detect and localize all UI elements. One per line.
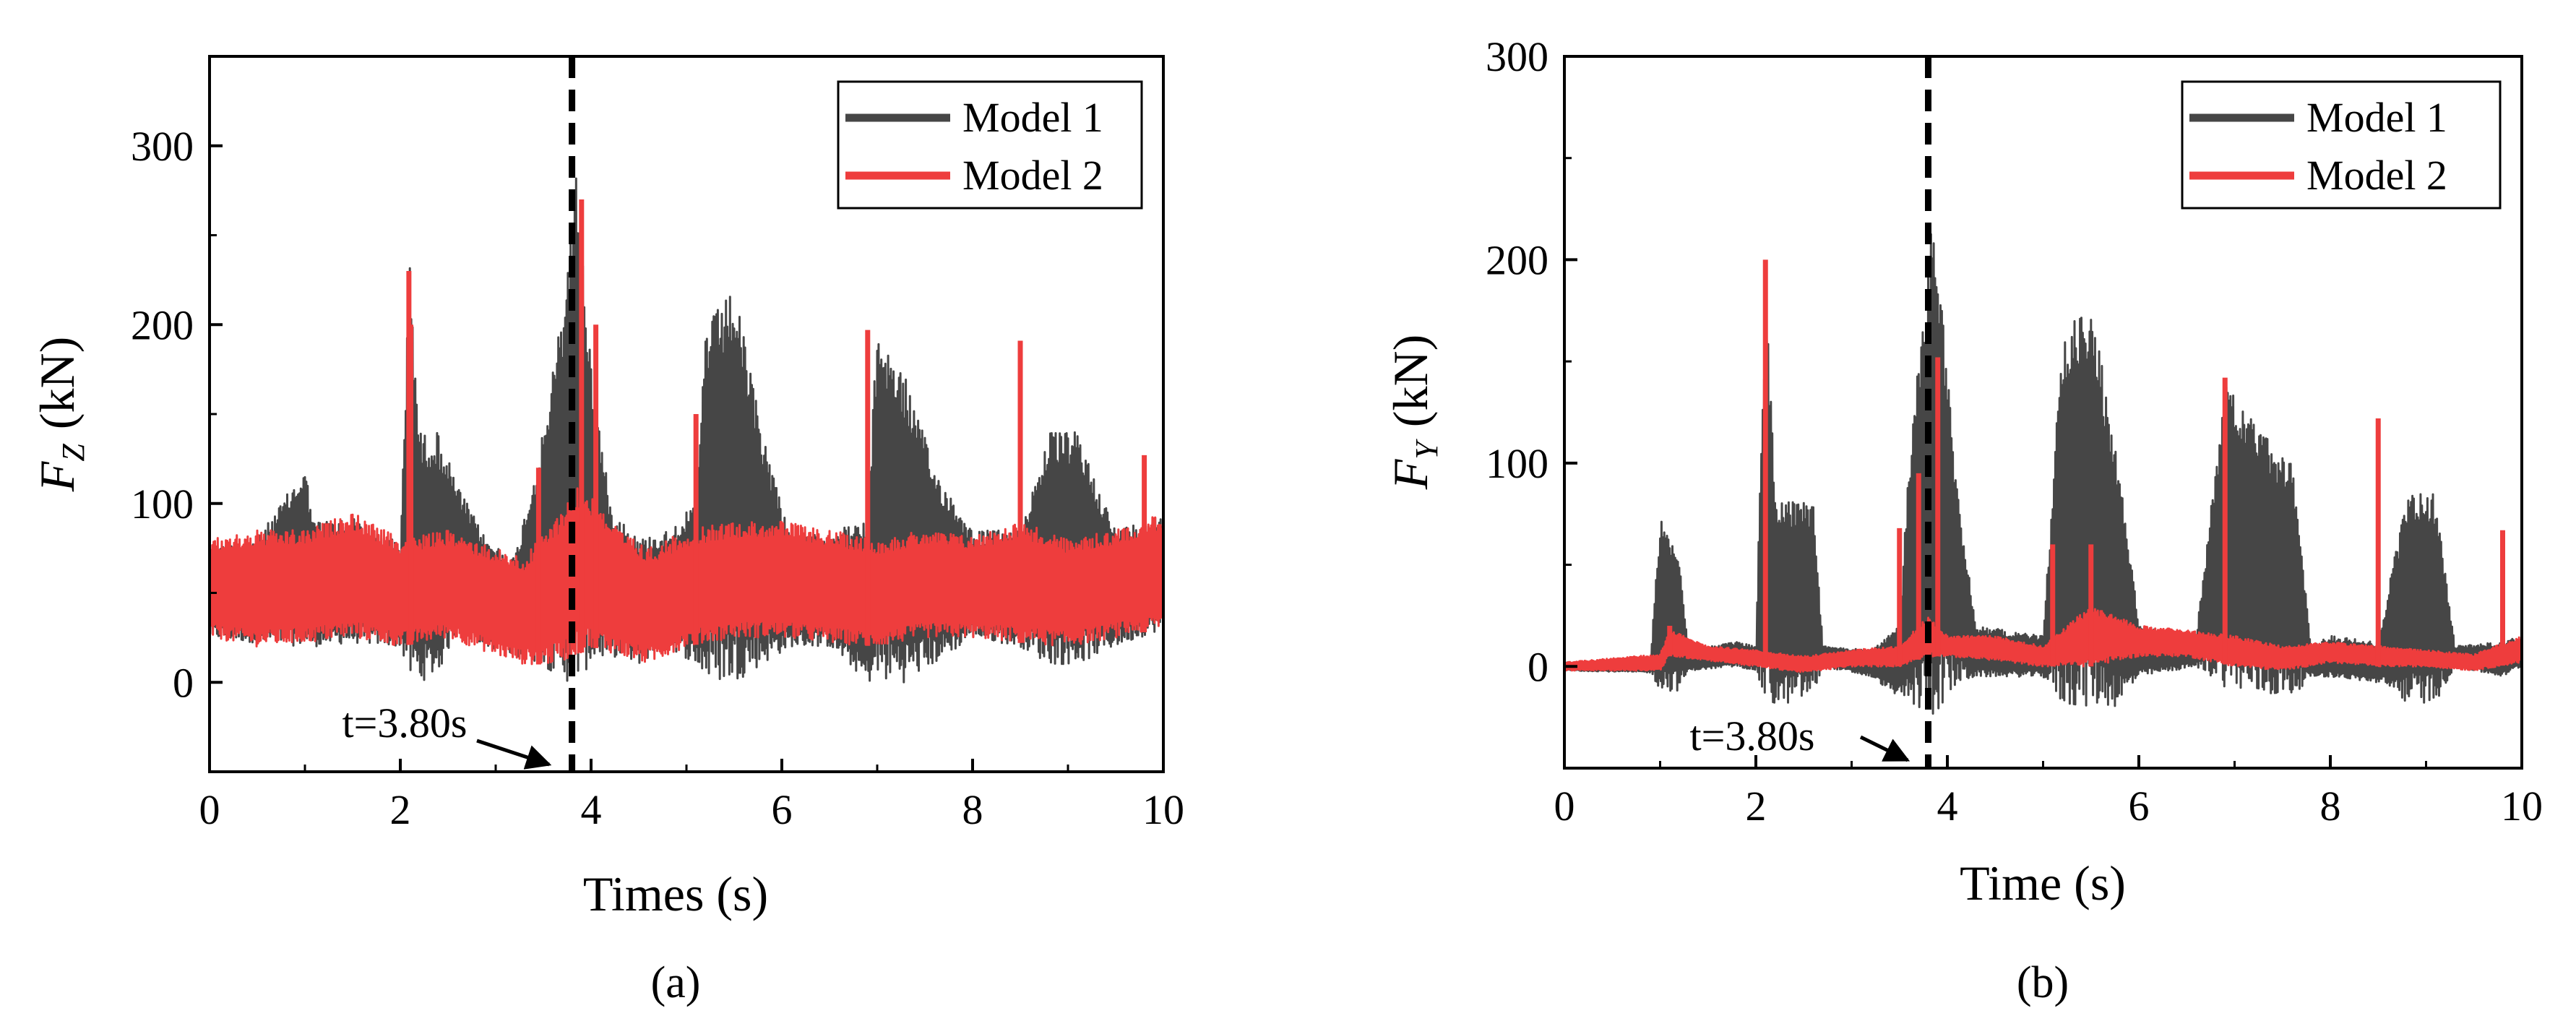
annotation-text-b: t=3.80s — [1690, 712, 1815, 759]
legend-label-model-1-b: Model 1 — [2306, 94, 2447, 141]
y-axis-title-b: FY (kN) — [1383, 335, 1444, 490]
x-tick-label-a: 4 — [581, 786, 602, 833]
x-tick-label-b: 6 — [2129, 783, 2150, 830]
y-axis-symbol-b: F — [1383, 458, 1438, 490]
annotation-text-a: t=3.80s — [343, 699, 468, 746]
annotation-arrow-a — [476, 739, 552, 770]
legend-label-model-2-b: Model 2 — [2306, 152, 2447, 199]
panel-caption-b: (b) — [2017, 958, 2069, 1007]
y-tick-label-b: 300 — [1486, 33, 1548, 80]
x-tick-label-b: 2 — [1746, 783, 1767, 830]
y-axis-title-a: FZ (kN) — [30, 337, 91, 492]
y-axis-subscript-b: Y — [1409, 439, 1444, 460]
x-axis-title-a: Times (s) — [583, 866, 768, 921]
legend-label-model-1-a: Model 1 — [962, 94, 1103, 141]
series-layer-b — [1564, 233, 2522, 715]
series-line-model-2-b — [1564, 608, 2522, 673]
y-tick-label-a: 0 — [173, 659, 194, 706]
x-tick-label-a: 0 — [199, 786, 220, 833]
x-tick-label-b: 8 — [2320, 783, 2341, 830]
y-axis-subscript-a: Z — [56, 444, 91, 462]
y-tick-label-b: 200 — [1486, 236, 1548, 283]
legend-a: Model 1 Model 2 — [837, 80, 1143, 210]
y-tick-label-a: 100 — [131, 481, 194, 528]
y-tick-label-b: 0 — [1528, 643, 1548, 690]
x-tick-label-b: 10 — [2501, 783, 2543, 830]
series-line-model-2-a — [210, 487, 1163, 666]
y-tick-label-a: 300 — [131, 123, 194, 170]
x-tick-label-a: 6 — [772, 786, 793, 833]
annotation-arrow-b — [1859, 735, 1911, 762]
x-tick-label-a: 10 — [1142, 786, 1184, 833]
x-tick-label-b: 0 — [1554, 783, 1575, 830]
x-tick-label-a: 8 — [962, 786, 983, 833]
legend-label-model-2-a: Model 2 — [962, 152, 1103, 199]
x-tick-label-b: 4 — [1937, 783, 1958, 830]
x-axis-title-b: Time (s) — [1960, 856, 2126, 910]
x-tick-label-a: 2 — [390, 786, 411, 833]
y-axis-symbol-a: F — [30, 460, 85, 492]
y-axis-unit-a: (kN) — [30, 337, 85, 429]
series-layer-a — [210, 177, 1163, 684]
panel-caption-a: (a) — [651, 958, 701, 1007]
y-tick-label-a: 200 — [131, 301, 194, 348]
y-axis-unit-b: (kN) — [1383, 335, 1438, 427]
legend-box-a — [837, 80, 1143, 210]
y-tick-label-b: 100 — [1486, 440, 1548, 487]
legend-b: Model 1 Model 2 — [2181, 80, 2502, 210]
legend-box-b — [2181, 80, 2502, 210]
